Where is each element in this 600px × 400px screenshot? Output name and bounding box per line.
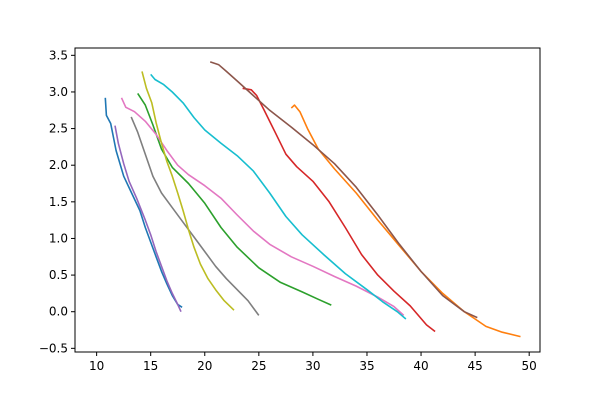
x-tick-label: 10 — [89, 359, 104, 373]
x-tick-label: 50 — [522, 359, 537, 373]
series-line-6 — [209, 61, 478, 319]
x-tick-label: 30 — [305, 359, 320, 373]
axes-frame — [74, 47, 541, 353]
series-line-9 — [141, 71, 235, 311]
series-line-1 — [104, 97, 183, 308]
y-tick-label: −0.5 — [39, 341, 68, 355]
y-axis: −0.5 0.0 0.5 1.0 1.5 2.0 2.5 3.0 3.5 — [39, 48, 75, 355]
y-tick-label: 0.5 — [49, 268, 68, 282]
series-line-2 — [290, 104, 521, 338]
y-tick-label: 3.0 — [49, 85, 68, 99]
x-tick-label: 40 — [413, 359, 428, 373]
y-tick-label: 1.5 — [49, 195, 68, 209]
y-tick-label: 3.5 — [49, 48, 68, 62]
x-tick-label: 15 — [143, 359, 158, 373]
x-tick-label: 20 — [197, 359, 212, 373]
y-tick-label: 2.5 — [49, 122, 68, 136]
series-line-10 — [150, 73, 407, 320]
series-line-7 — [120, 97, 405, 316]
x-tick-label: 25 — [251, 359, 266, 373]
series-layer — [104, 61, 521, 338]
series-line-3 — [137, 92, 332, 306]
x-tick-label: 45 — [467, 359, 482, 373]
y-tick-label: 1.0 — [49, 231, 68, 245]
y-tick-label: 2.0 — [49, 158, 68, 172]
x-axis: 10 15 20 25 30 35 40 45 50 — [89, 352, 537, 373]
series-line-5 — [114, 125, 182, 313]
y-tick-label: 0.0 — [49, 305, 68, 319]
x-tick-label: 35 — [359, 359, 374, 373]
